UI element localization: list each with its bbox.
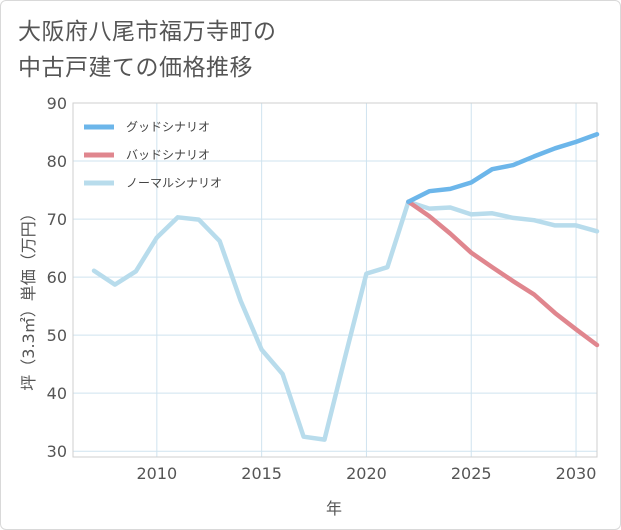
chart-title-line-2: 中古戸建ての価格推移 bbox=[18, 55, 253, 81]
legend-label: グッドシナリオ bbox=[126, 120, 210, 134]
x-tick-label: 2030 bbox=[556, 464, 597, 483]
legend-label: バッドシナリオ bbox=[126, 148, 210, 162]
y-tick-label: 80 bbox=[47, 152, 67, 171]
y-tick-label: 50 bbox=[47, 326, 67, 345]
x-tick-label: 2025 bbox=[451, 464, 492, 483]
x-tick-label: 2010 bbox=[136, 464, 177, 483]
series-line-0 bbox=[406, 132, 600, 204]
y-axis-title: 坪（3.3㎡）単価（万円） bbox=[19, 205, 38, 390]
x-axis-title: 年 bbox=[326, 499, 342, 518]
plot-area bbox=[72, 102, 598, 458]
y-tick-label: 90 bbox=[47, 94, 67, 113]
series-line-1 bbox=[406, 199, 600, 348]
series-lines bbox=[91, 132, 600, 442]
legend-label: ノーマルシナリオ bbox=[126, 176, 222, 190]
x-tick-label: 2015 bbox=[241, 464, 282, 483]
chart-title: 大阪府八尾市福万寺町の 中古戸建ての価格推移 bbox=[18, 14, 277, 86]
y-tick-label: 40 bbox=[47, 384, 67, 403]
y-tick-label: 70 bbox=[47, 210, 67, 229]
tick-labels: 30 40 50 60 70 80 90 2010 2015 2020 2025 2030 bbox=[47, 94, 597, 483]
series-line-2 bbox=[91, 199, 600, 442]
y-tick-label: 30 bbox=[47, 442, 67, 461]
chart-title-line-1: 大阪府八尾市福万寺町の bbox=[18, 19, 277, 45]
x-tick-label: 2020 bbox=[346, 464, 387, 483]
y-tick-label: 60 bbox=[47, 268, 67, 287]
